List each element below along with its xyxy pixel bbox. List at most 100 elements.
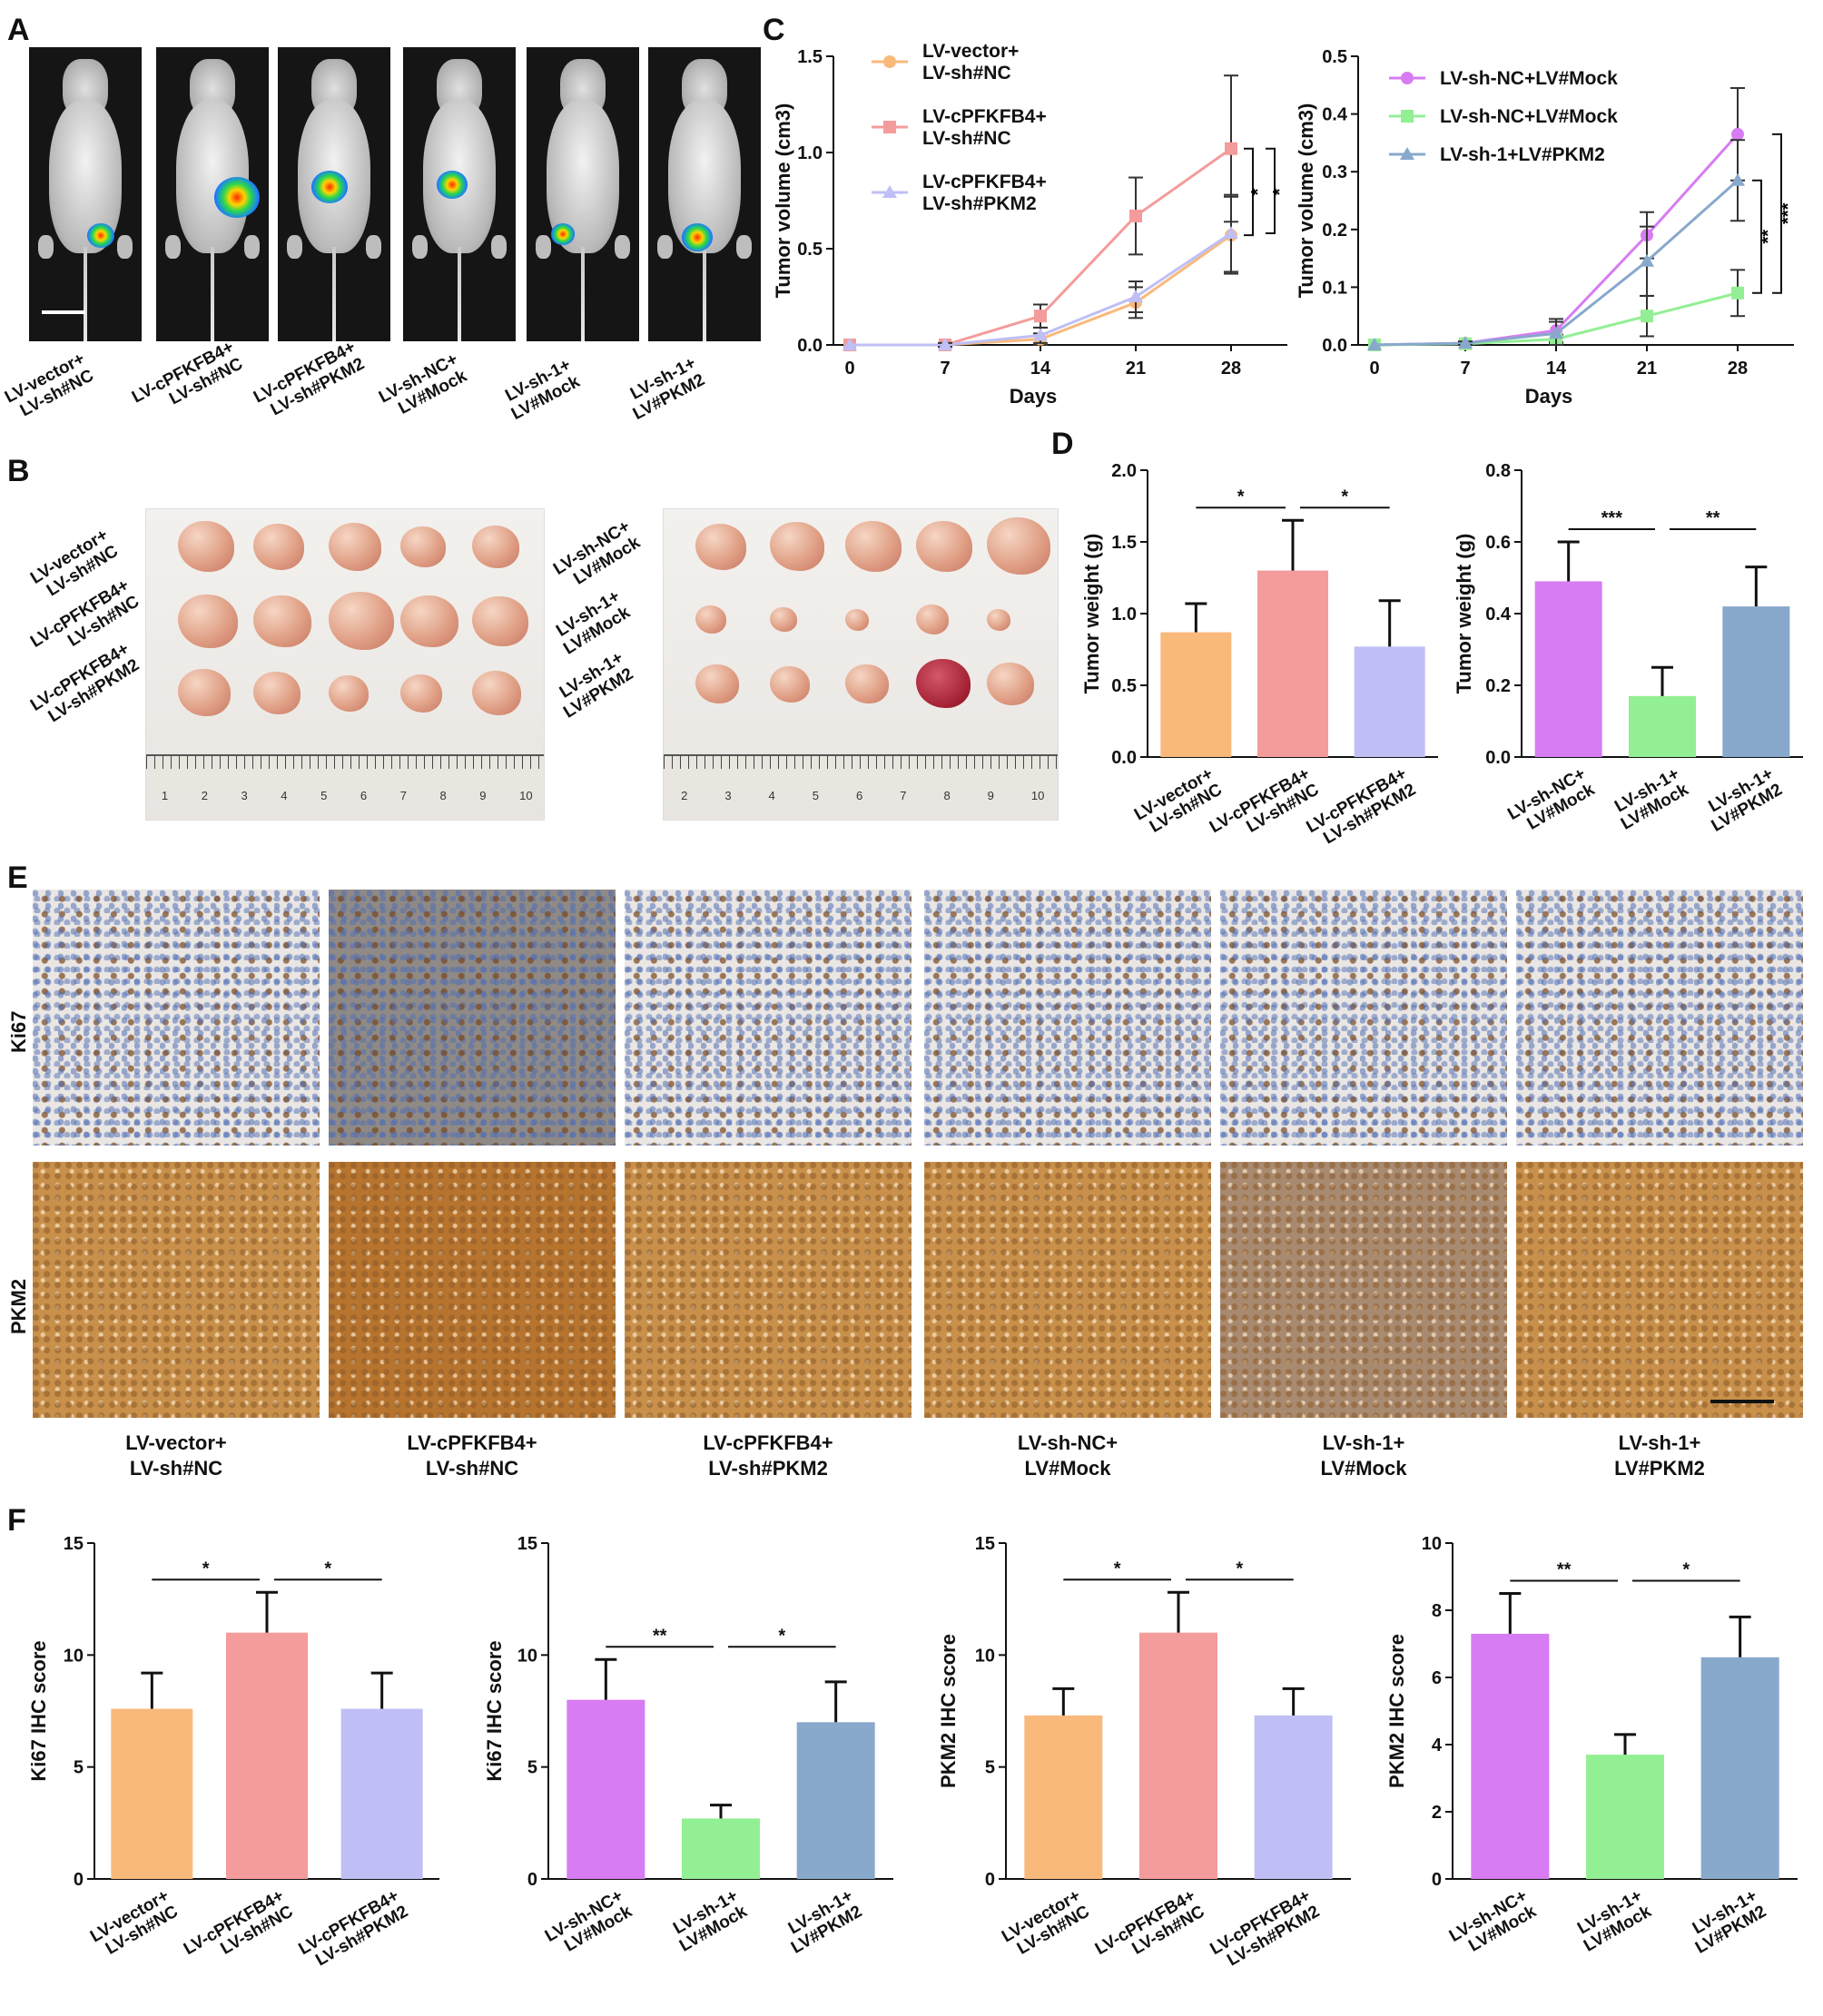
- row-label-ki67: Ki67: [7, 1010, 30, 1053]
- ruler-number: 4: [768, 789, 775, 802]
- ihc-pkm2-image: [33, 1162, 320, 1418]
- bar: [1471, 1633, 1550, 1879]
- line-chart-C-left: 0.0 0.5 1.0 1.5 Tumor volume (cm3) 0 7 14 21 28 Da…: [772, 41, 1290, 408]
- ruler-number: 10: [519, 789, 533, 802]
- x-tick-label: 21: [1637, 359, 1657, 379]
- significance-label: **: [1706, 508, 1720, 528]
- x-tick-label: 14: [1546, 359, 1567, 379]
- significance-label: *: [324, 1559, 331, 1578]
- data-point: [1459, 337, 1472, 350]
- y-axis-label: Tumor weight (g): [1453, 534, 1475, 694]
- caption-line: LV-vector+: [125, 1431, 227, 1454]
- data-point: [1459, 337, 1472, 350]
- x-tick-label: 7: [1460, 359, 1470, 379]
- x-tick-label: 14: [1030, 359, 1051, 379]
- significance-label: **: [1759, 230, 1779, 244]
- mouse-group-label: LV-sh-1+ LV#Mock: [499, 355, 583, 424]
- ruler-number: 8: [943, 789, 951, 802]
- data-point: [939, 339, 951, 351]
- caption-line: LV-sh#PKM2: [708, 1457, 828, 1480]
- ihc-ki67-image: [1220, 890, 1507, 1146]
- y-tick-label: 2.0: [1111, 461, 1137, 481]
- data-point: [1129, 296, 1142, 310]
- tumor: [253, 524, 305, 570]
- x-category-label: LV-cPFKFB4+LV-sh#NC: [181, 1886, 297, 1974]
- mouse-tail: [457, 247, 462, 341]
- significance-label: ***: [1601, 508, 1623, 528]
- bar-chart-F-4: 0 2 4 6 8 10 PKM2 IHC score LV-sh-NC+LV#Mock LV-…: [1385, 1534, 1798, 1962]
- tumor: [695, 605, 726, 634]
- caption-line: LV-sh#NC: [425, 1457, 519, 1480]
- luminescence-signal: [437, 171, 468, 199]
- significance-label: *: [1114, 1559, 1121, 1578]
- legend-label: LV-cPFKFB4+ LV-sh#PKM2: [922, 172, 1047, 214]
- data-point: [843, 338, 857, 350]
- ihc-group-caption: LV-vector+ LV-sh#NC: [33, 1431, 320, 1481]
- tumor: [844, 521, 902, 573]
- x-category-label: LV-sh-1+LV#Mock: [667, 1886, 751, 1956]
- y-tick-label: 15: [975, 1534, 995, 1554]
- y-tick-label: 0.1: [1322, 278, 1347, 298]
- tumor: [472, 671, 522, 715]
- tumor: [400, 526, 447, 568]
- mouse-image: [403, 47, 516, 341]
- x-tick-label: 21: [1126, 359, 1146, 379]
- x-tick-label: 28: [1728, 359, 1748, 379]
- x-tick-label: 0: [1369, 359, 1379, 379]
- y-tick-label: 0.0: [1111, 748, 1137, 768]
- significance-label: ***: [1779, 202, 1798, 224]
- ihc-ki67-image: [625, 890, 912, 1146]
- mouse-leg: [37, 235, 54, 260]
- ihc-group-caption: LV-sh-1+ LV#Mock: [1220, 1431, 1507, 1481]
- significance-bracket: [1244, 147, 1254, 237]
- y-tick-label: 0: [74, 1870, 84, 1890]
- data-point: [1225, 142, 1237, 155]
- x-category-label: LV-sh-NC+LV#Mock: [1446, 1886, 1540, 1962]
- ihc-pkm2-image: [1220, 1162, 1507, 1418]
- legend-label: LV-sh-NC+LV#Mock: [1440, 68, 1618, 89]
- y-tick-label: 4: [1432, 1736, 1443, 1755]
- row-label-pkm2: PKM2: [7, 1278, 30, 1334]
- data-point: [1367, 338, 1382, 350]
- y-tick-label: 10: [1422, 1534, 1442, 1554]
- mouse-leg: [656, 235, 674, 260]
- x-category-label: LV-sh-1+LV#Mock: [1609, 764, 1692, 834]
- ruler-number: 2: [201, 789, 208, 802]
- mouse-leg: [535, 235, 552, 260]
- x-category-label: LV-sh-1+LV#Mock: [1572, 1886, 1655, 1956]
- y-tick-label: 1.5: [797, 47, 823, 67]
- mouse-leg: [490, 235, 507, 260]
- bar: [226, 1632, 308, 1879]
- series-line: [1374, 133, 1739, 347]
- ruler-number: 4: [281, 789, 288, 802]
- luminescence-signal: [311, 171, 349, 204]
- y-axis-label: Tumor volume (cm3): [772, 103, 794, 299]
- ihc-scale-bar: [1710, 1400, 1774, 1403]
- ihc-group-caption: LV-sh-NC+ LV#Mock: [924, 1431, 1211, 1481]
- ruler-number: 5: [812, 789, 819, 802]
- tumor: [770, 665, 811, 703]
- luminescence-signal: [682, 223, 714, 251]
- y-tick-label: 0.4: [1485, 605, 1512, 624]
- data-point: [1730, 172, 1745, 186]
- mouse-group-label: LV-cPFKFB4+ LV-sh#PKM2: [251, 338, 368, 424]
- bar: [1139, 1632, 1217, 1879]
- data-point: [1368, 339, 1381, 351]
- x-category-label: LV-sh-NC+LV#Mock: [1504, 764, 1598, 840]
- y-axis-label: PKM2 IHC score: [1385, 1634, 1408, 1788]
- mouse-leg: [411, 235, 429, 260]
- significance-label: *: [1341, 487, 1348, 506]
- caption-line: LV-sh#NC: [129, 1457, 223, 1480]
- legend-label: LV-vector+ LV-sh#NC: [922, 41, 1019, 84]
- bar: [1722, 606, 1790, 757]
- y-tick-label: 0.0: [1485, 748, 1511, 768]
- caption-line: LV-sh-1+: [1322, 1431, 1405, 1454]
- data-point: [1641, 229, 1653, 242]
- bar-chart-D-right: 0.0 0.2 0.4 0.6 0.8 Tumor weight (g) LV-sh-NC+…: [1453, 461, 1803, 840]
- mouse-leg: [116, 235, 133, 260]
- y-tick-label: 15: [517, 1534, 537, 1554]
- significance-label: *: [1270, 188, 1290, 195]
- x-category-label: LV-sh-NC+LV#Mock: [542, 1886, 636, 1962]
- luminescence-signal: [87, 223, 115, 249]
- y-tick-label: 0.5: [1111, 676, 1137, 696]
